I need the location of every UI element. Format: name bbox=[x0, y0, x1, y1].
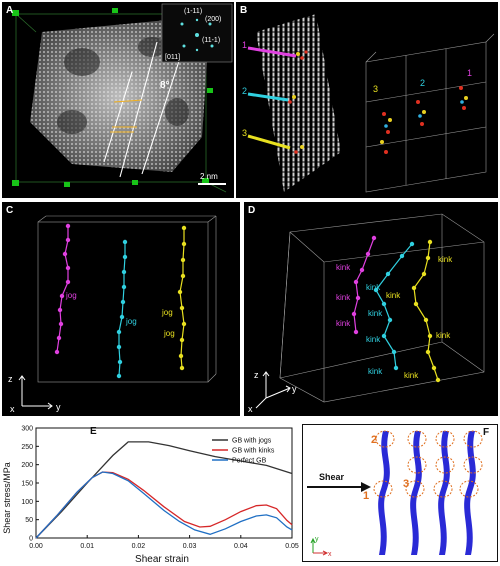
jog-label-1: jog bbox=[65, 291, 77, 300]
axis-y-d: y bbox=[292, 384, 297, 394]
legend-label-2: GB with kinks bbox=[232, 448, 275, 455]
panel-d-image: kink kink kink kink kink kink kink kink … bbox=[248, 213, 485, 414]
x-axis-label: Shear strain bbox=[135, 554, 189, 565]
shear-label: Shear bbox=[319, 472, 345, 482]
x-tick-label: 0.03 bbox=[183, 543, 197, 550]
axis-x-d: x bbox=[248, 404, 253, 414]
axis-y-c: y bbox=[56, 402, 61, 412]
axis-z-c: z bbox=[8, 374, 13, 384]
fft-label-11-1: (11-1) bbox=[202, 37, 220, 44]
panel-e-label: E bbox=[90, 426, 97, 437]
gb-marker-2: 2 bbox=[371, 434, 377, 446]
panel-b-image: 1 2 3 3 2 1 bbox=[242, 14, 495, 193]
panel-b-marker-1: 1 bbox=[242, 40, 247, 50]
fft-label-1-11: (1-11) bbox=[184, 8, 202, 15]
panel-b-right-marker-1: 1 bbox=[467, 68, 472, 78]
y-tick-label: 250 bbox=[21, 444, 33, 451]
kink-label-2: kink bbox=[336, 293, 351, 302]
panel-b: 1 2 3 3 2 1 B bbox=[236, 2, 498, 198]
kink-label-5: kink bbox=[368, 309, 383, 318]
x-tick-label: 0.02 bbox=[132, 543, 146, 550]
kink-label-7: kink bbox=[368, 367, 383, 376]
panel-f-label: F bbox=[483, 427, 490, 438]
kink-label-4: kink bbox=[366, 283, 381, 292]
axis-x-c: x bbox=[10, 404, 15, 414]
panel-b-label: B bbox=[240, 5, 248, 16]
axis-z-d: z bbox=[254, 370, 259, 380]
kink-label-9: kink bbox=[386, 291, 401, 300]
y-tick-label: 200 bbox=[21, 462, 33, 469]
panel-c: jog jog jog jog z x y C bbox=[2, 202, 240, 416]
kink-label-1: kink bbox=[336, 263, 351, 272]
panel-f-image: Shear 1 2 3 y x bbox=[307, 430, 483, 558]
panel-f: Shear 1 2 3 y x F bbox=[302, 424, 498, 562]
panel-d: kink kink kink kink kink kink kink kink … bbox=[244, 202, 498, 416]
panel-c-image: jog jog jog jog z x y bbox=[8, 215, 217, 414]
kink-label-6: kink bbox=[366, 335, 381, 344]
y-tick-label: 100 bbox=[21, 499, 33, 506]
series-line-3 bbox=[35, 471, 293, 539]
legend-label-1: GB with jogs bbox=[232, 438, 272, 445]
kink-label-10: kink bbox=[436, 331, 451, 340]
panel-e: Shear stress/MPa Shear strain 0.00 0.01 0.… bbox=[0, 420, 300, 566]
y-axis-label: Shear stress/MPa bbox=[2, 462, 12, 534]
x-tick-label: 0.00 bbox=[29, 543, 43, 550]
axis-y-f: y bbox=[315, 536, 319, 543]
panel-b-right-marker-3: 3 bbox=[373, 84, 378, 94]
jog-label-4: jog bbox=[163, 329, 175, 338]
panel-b-marker-2: 2 bbox=[242, 86, 247, 96]
kink-label-11: kink bbox=[404, 371, 419, 380]
jog-label-3: jog bbox=[161, 308, 173, 317]
y-tick-label: 300 bbox=[21, 426, 33, 433]
fft-label-200: (200) bbox=[205, 16, 221, 23]
panel-a: (1-11) (200) (11-1) [011] 8° 2 nm A bbox=[2, 2, 234, 198]
tilt-angle-label: 8° bbox=[160, 80, 170, 91]
panel-c-label: C bbox=[6, 205, 14, 216]
kink-label-8: kink bbox=[438, 255, 453, 264]
scale-bar-label: 2 nm bbox=[200, 172, 218, 181]
x-tick-label: 0.05 bbox=[285, 543, 299, 550]
x-tick-label: 0.01 bbox=[80, 543, 94, 550]
panel-a-image: (1-11) (200) (11-1) [011] 8° 2 nm bbox=[12, 3, 233, 193]
kink-label-3: kink bbox=[336, 319, 351, 328]
panel-b-right-marker-2: 2 bbox=[420, 78, 425, 88]
jog-label-2: jog bbox=[125, 317, 137, 326]
series-line-1 bbox=[35, 441, 293, 539]
legend-label-3: Perfect GB bbox=[232, 458, 267, 465]
series-line-2 bbox=[35, 471, 293, 539]
y-tick-label: 150 bbox=[21, 481, 33, 488]
x-tick-label: 0.04 bbox=[234, 543, 248, 550]
panel-d-label: D bbox=[248, 205, 256, 216]
gb-marker-3: 3 bbox=[403, 478, 409, 490]
y-tick-label: 50 bbox=[25, 517, 33, 524]
stress-strain-chart: Shear stress/MPa Shear strain 0.00 0.01 0.… bbox=[2, 426, 299, 566]
y-tick-label: 0 bbox=[29, 536, 33, 543]
axis-x-f: x bbox=[328, 551, 332, 558]
panel-b-marker-3: 3 bbox=[242, 128, 247, 138]
panel-a-label: A bbox=[6, 5, 14, 16]
gb-marker-1: 1 bbox=[363, 490, 369, 502]
fft-label-011: [011] bbox=[165, 54, 180, 61]
